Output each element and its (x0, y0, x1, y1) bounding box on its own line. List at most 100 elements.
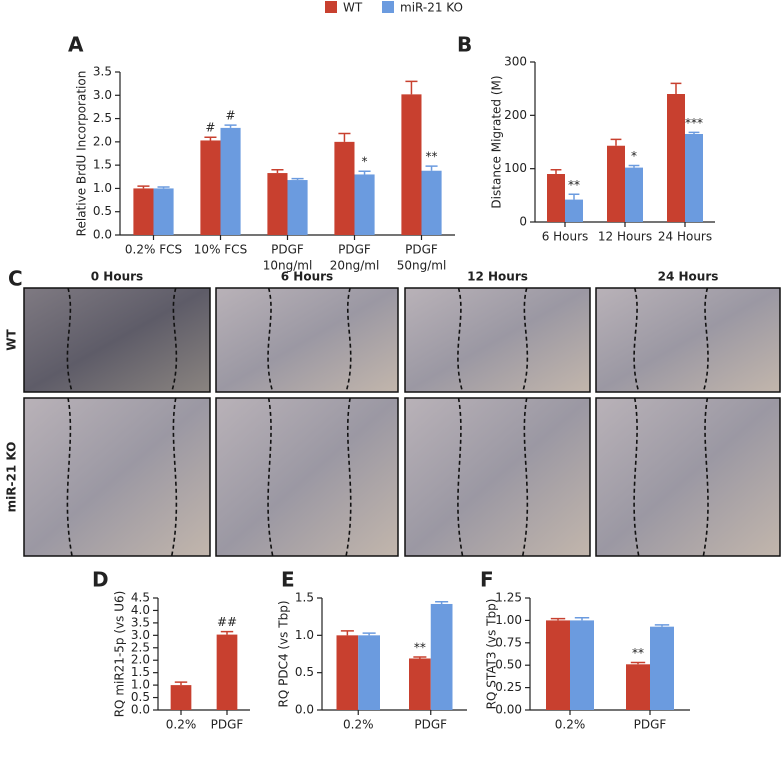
significance-label: ** (568, 178, 580, 192)
error-bar (568, 193, 580, 200)
x-tick-label: PDGF (634, 718, 667, 732)
x-tick-label: 10ng/ml (263, 259, 313, 273)
bar (650, 626, 674, 710)
y-tick-label: 2.0 (93, 134, 112, 148)
y-axis-title: Relative BrdU Incorporation (75, 71, 89, 237)
panel-label: F (480, 568, 494, 592)
y-tick-label: 1.5 (131, 665, 150, 679)
error-bar (224, 124, 237, 128)
error-bar (405, 80, 418, 95)
error-bar (610, 138, 622, 146)
row-header: WT (5, 328, 19, 350)
x-tick-label: 20ng/ml (330, 259, 380, 273)
bar (354, 174, 375, 235)
bar (421, 170, 442, 235)
wound-edge (521, 397, 529, 557)
micrograph (404, 287, 591, 393)
x-tick-label: 0.2% (166, 718, 197, 732)
bar (200, 140, 221, 235)
x-tick-label: PDGF (338, 243, 371, 257)
wound-edge (702, 397, 709, 557)
row-header: miR-21 KO (5, 442, 19, 513)
x-tick-label: 10% FCS (194, 243, 247, 257)
error-bar (340, 630, 354, 636)
column-header: 0 Hours (91, 270, 143, 284)
bar (409, 658, 431, 710)
bar (565, 199, 583, 222)
panel-label: B (457, 33, 472, 57)
y-tick-label: 2.0 (131, 653, 150, 667)
micrograph (215, 287, 399, 393)
wound-edge (345, 287, 352, 393)
bar (625, 167, 643, 222)
bar (685, 134, 703, 222)
y-tick-label: 3.5 (131, 615, 150, 629)
error-bar (204, 136, 217, 141)
legend-label: WT (343, 1, 363, 15)
panel-label: A (68, 33, 84, 57)
error-bar (358, 170, 371, 175)
error-bar (550, 617, 566, 621)
y-tick-label: 0.0 (93, 228, 112, 242)
significance-label: ** (426, 150, 438, 164)
x-tick-label: 0.2% (343, 718, 374, 732)
bar (287, 180, 308, 235)
significance-label: # (226, 109, 236, 123)
y-tick-label: 1.0 (295, 628, 314, 642)
wound-edge (457, 397, 464, 557)
y-tick-label: 1.5 (295, 591, 314, 605)
bar (336, 635, 359, 710)
bar (153, 188, 174, 235)
x-tick-label: PDGF (211, 718, 244, 732)
legend-label: miR-21 KO (400, 1, 463, 15)
micrograph (595, 397, 781, 557)
bar (430, 603, 453, 710)
error-bar (174, 681, 188, 686)
y-tick-label: 300 (504, 55, 527, 69)
x-tick-label: 50ng/ml (397, 259, 447, 273)
bar (334, 141, 355, 235)
bar (626, 664, 650, 710)
error-bar (574, 616, 590, 621)
error-bar (220, 630, 234, 635)
bar (220, 127, 241, 235)
wound-edge (267, 287, 274, 393)
panel-label: C (8, 267, 23, 291)
significance-label: ** (414, 640, 426, 654)
y-tick-label: 0.5 (93, 204, 112, 218)
bar (170, 685, 192, 710)
error-bar (550, 168, 562, 174)
bar (667, 94, 685, 222)
error-bar (271, 169, 284, 174)
bar (547, 174, 565, 222)
y-tick-label: 0.5 (295, 665, 314, 679)
wound-edge (345, 397, 352, 557)
bar (401, 94, 422, 236)
y-tick-label: 1.5 (93, 158, 112, 172)
y-tick-label: 0.50 (495, 658, 522, 672)
bar (570, 620, 594, 710)
y-tick-label: 0.5 (131, 690, 150, 704)
error-bar (425, 165, 438, 171)
y-tick-label: 0 (519, 215, 527, 229)
wound-edge (170, 397, 178, 557)
error-bar (435, 600, 449, 604)
x-tick-label: 0.2% (555, 718, 586, 732)
bar (133, 188, 154, 235)
panel-label: D (92, 568, 109, 592)
significance-label: ** (632, 646, 644, 660)
wound-edge (457, 287, 464, 393)
y-axis-title: RQ PDC4 (vs Tbp) (277, 601, 291, 708)
error-bar (362, 632, 376, 636)
y-tick-label: 0.0 (131, 703, 150, 717)
y-tick-label: 3.5 (93, 65, 112, 79)
significance-label: ## (217, 615, 237, 629)
wound-edge (66, 397, 73, 557)
y-tick-label: 1.0 (93, 181, 112, 195)
y-tick-label: 2.5 (93, 111, 112, 125)
micrograph (404, 397, 591, 557)
significance-label: # (205, 121, 215, 135)
y-tick-label: 3.0 (93, 88, 112, 102)
x-tick-label: 12 Hours (598, 230, 652, 244)
wound-edge (702, 287, 709, 393)
